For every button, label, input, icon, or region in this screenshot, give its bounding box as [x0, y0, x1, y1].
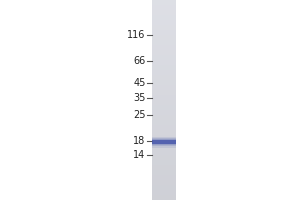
Bar — [152, 190, 176, 195]
Bar — [152, 180, 176, 185]
Bar — [152, 15, 176, 20]
Bar — [152, 60, 176, 65]
Bar — [152, 65, 176, 70]
Text: 66: 66 — [133, 56, 145, 66]
Bar — [152, 5, 176, 10]
Bar — [152, 20, 176, 25]
Bar — [152, 40, 176, 45]
Bar — [152, 130, 176, 135]
Bar — [152, 136, 176, 147]
Bar — [152, 155, 176, 160]
Bar — [152, 30, 176, 35]
Bar — [152, 105, 176, 110]
Bar — [152, 110, 176, 115]
Bar — [152, 140, 176, 144]
Bar — [152, 25, 176, 30]
Bar — [152, 100, 176, 105]
Bar — [152, 175, 176, 180]
Bar — [152, 140, 176, 145]
Text: 116: 116 — [127, 30, 146, 40]
Bar — [152, 165, 176, 170]
Bar — [152, 90, 176, 95]
Text: 18: 18 — [133, 136, 145, 146]
Bar — [152, 45, 176, 50]
Bar — [152, 139, 176, 145]
Bar — [152, 50, 176, 55]
Bar — [152, 160, 176, 165]
Bar — [152, 170, 176, 175]
Text: 25: 25 — [133, 110, 146, 120]
Bar — [152, 10, 176, 15]
Bar — [152, 145, 176, 150]
Bar — [152, 138, 176, 146]
Bar — [152, 0, 176, 5]
Bar — [152, 35, 176, 40]
Bar — [152, 55, 176, 60]
Bar — [152, 70, 176, 75]
Bar — [152, 75, 176, 80]
Bar — [152, 135, 176, 140]
Text: 35: 35 — [133, 93, 145, 103]
Text: 45: 45 — [133, 78, 145, 88]
Bar — [152, 150, 176, 155]
Bar — [152, 185, 176, 190]
Bar — [152, 195, 176, 200]
Bar — [152, 85, 176, 90]
Bar — [152, 120, 176, 125]
Bar — [152, 95, 176, 100]
Bar — [152, 80, 176, 85]
Text: 14: 14 — [133, 150, 145, 160]
Bar — [152, 115, 176, 120]
Bar — [152, 125, 176, 130]
